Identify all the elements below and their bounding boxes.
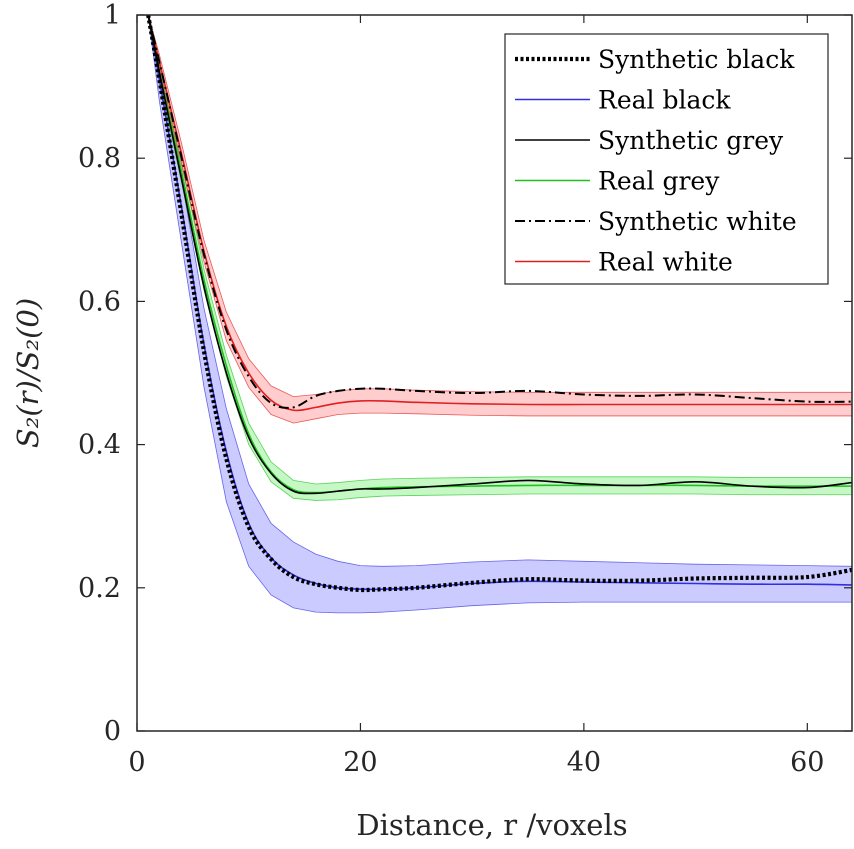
line-synthetic-grey bbox=[147, 14, 853, 495]
x-tick-label: 60 bbox=[790, 747, 824, 778]
y-tick-label: 0.8 bbox=[78, 143, 121, 174]
legend-label-real-grey: Real grey bbox=[598, 167, 720, 196]
y-tick-label: 1 bbox=[104, 0, 121, 31]
y-axis: 0 0.2 0.4 0.6 0.8 1 bbox=[78, 0, 852, 747]
y-tick-label: 0.2 bbox=[78, 573, 121, 604]
legend: Synthetic black Real black Synthetic grey R… bbox=[504, 33, 829, 285]
legend-label-synthetic-white: Synthetic white bbox=[598, 207, 797, 236]
x-tick-label: 40 bbox=[567, 747, 601, 778]
legend-label-real-white: Real white bbox=[598, 248, 733, 277]
x-tick-label: 20 bbox=[343, 747, 377, 778]
x-axis-label: Distance, r /voxels bbox=[356, 808, 627, 842]
series-lines bbox=[146, 14, 853, 593]
x-axis: 0 20 40 60 bbox=[128, 15, 824, 778]
legend-label-real-black: Real black bbox=[598, 86, 731, 115]
y-axis-label: S₂(r)/S₂(0) bbox=[11, 298, 45, 448]
legend-label-synthetic-black: Synthetic black bbox=[598, 45, 795, 74]
legend-label-synthetic-grey: Synthetic grey bbox=[598, 126, 784, 155]
y-tick-label: 0.4 bbox=[78, 430, 121, 461]
y-tick-label: 0 bbox=[104, 716, 121, 747]
x-tick-label: 0 bbox=[128, 747, 145, 778]
y-tick-label: 0.6 bbox=[78, 286, 121, 317]
line-synthetic-white bbox=[147, 14, 853, 409]
line-synthetic-black bbox=[146, 14, 853, 593]
legend-box bbox=[504, 33, 829, 285]
plot-frame bbox=[136, 14, 853, 732]
